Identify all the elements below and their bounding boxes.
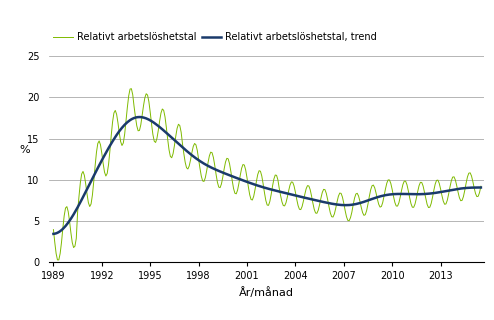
Relativt arbetslöshetstal, trend — [79, 198, 84, 202]
Relativt arbetslöshetstal — [424, 203, 430, 206]
Relativt arbetslöshetstal — [466, 171, 472, 175]
Relativt arbetslöshetstal, trend — [328, 202, 333, 205]
Line: Relativt arbetslöshetstal, trend: Relativt arbetslöshetstal, trend — [53, 117, 481, 234]
Relativt arbetslöshetstal, trend — [474, 186, 480, 189]
Relativt arbetslöshetstal, trend — [175, 142, 181, 146]
Legend: Relativt arbetslöshetstal, Relativt arbetslöshetstal, trend: Relativt arbetslöshetstal, Relativt arbe… — [49, 28, 381, 46]
Line: Relativt arbetslöshetstal: Relativt arbetslöshetstal — [53, 89, 481, 260]
Relativt arbetslöshetstal, trend — [423, 192, 429, 196]
X-axis label: År/månad: År/månad — [239, 287, 294, 298]
Relativt arbetslöshetstal, trend — [464, 186, 470, 190]
Relativt arbetslöshetstal, trend — [136, 115, 142, 119]
Relativt arbetslöshetstal — [128, 87, 134, 91]
Relativt arbetslöshetstal — [56, 258, 62, 262]
Relativt arbetslöshetstal — [177, 124, 183, 127]
Relativt arbetslöshetstal — [50, 228, 56, 232]
Relativt arbetslöshetstal — [478, 184, 484, 188]
Relativt arbetslöshetstal, trend — [478, 186, 484, 189]
Relativt arbetslöshetstal — [475, 194, 481, 198]
Relativt arbetslöshetstal, trend — [50, 232, 56, 236]
Y-axis label: %: % — [19, 145, 30, 155]
Relativt arbetslöshetstal — [329, 215, 334, 219]
Relativt arbetslöshetstal — [80, 170, 86, 173]
